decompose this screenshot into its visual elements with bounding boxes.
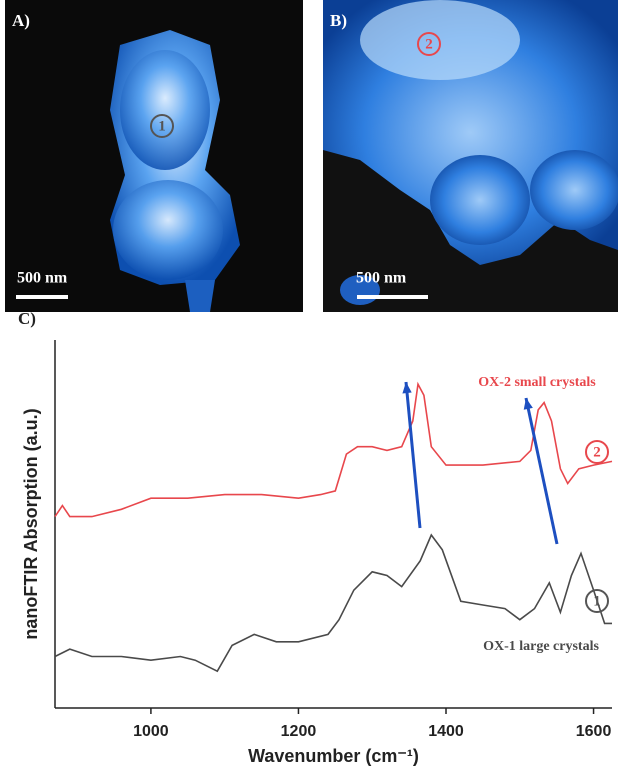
marker-number: 1 (593, 593, 601, 609)
scale-bar-label: 500 nm (17, 270, 68, 287)
afm-image-a (5, 0, 303, 312)
panel-label: B) (330, 11, 347, 30)
shift-arrow (406, 382, 420, 528)
x-tick-label: 1600 (576, 723, 612, 740)
shift-arrow (526, 398, 557, 544)
series-name: OX-1 large crystals (483, 639, 599, 654)
x-tick-label: 1000 (133, 723, 169, 740)
series-name: OX-2 small crystals (478, 375, 596, 390)
marker-number: 2 (425, 36, 433, 52)
scale-bar-label: 500 nm (356, 270, 407, 287)
y-axis-label: nanoFTIR Absorption (a.u.) (21, 408, 41, 639)
x-tick-label: 1400 (428, 723, 464, 740)
panel-label: C) (18, 309, 36, 328)
page: A) 500 nm 1 B) 500 nm 2 C) 1000 1200 1400 1600 Wav… (0, 0, 618, 772)
marker-number: 1 (158, 118, 166, 134)
x-tick-label: 1200 (281, 723, 317, 740)
marker-number: 2 (593, 444, 601, 460)
panel-label: A) (12, 11, 30, 30)
x-axis-label: Wavenumber (cm⁻¹) (248, 746, 419, 766)
figure: A) 500 nm 1 B) 500 nm 2 C) 1000 1200 1400 1600 Wav… (0, 0, 618, 772)
afm-image-b (323, 0, 618, 312)
